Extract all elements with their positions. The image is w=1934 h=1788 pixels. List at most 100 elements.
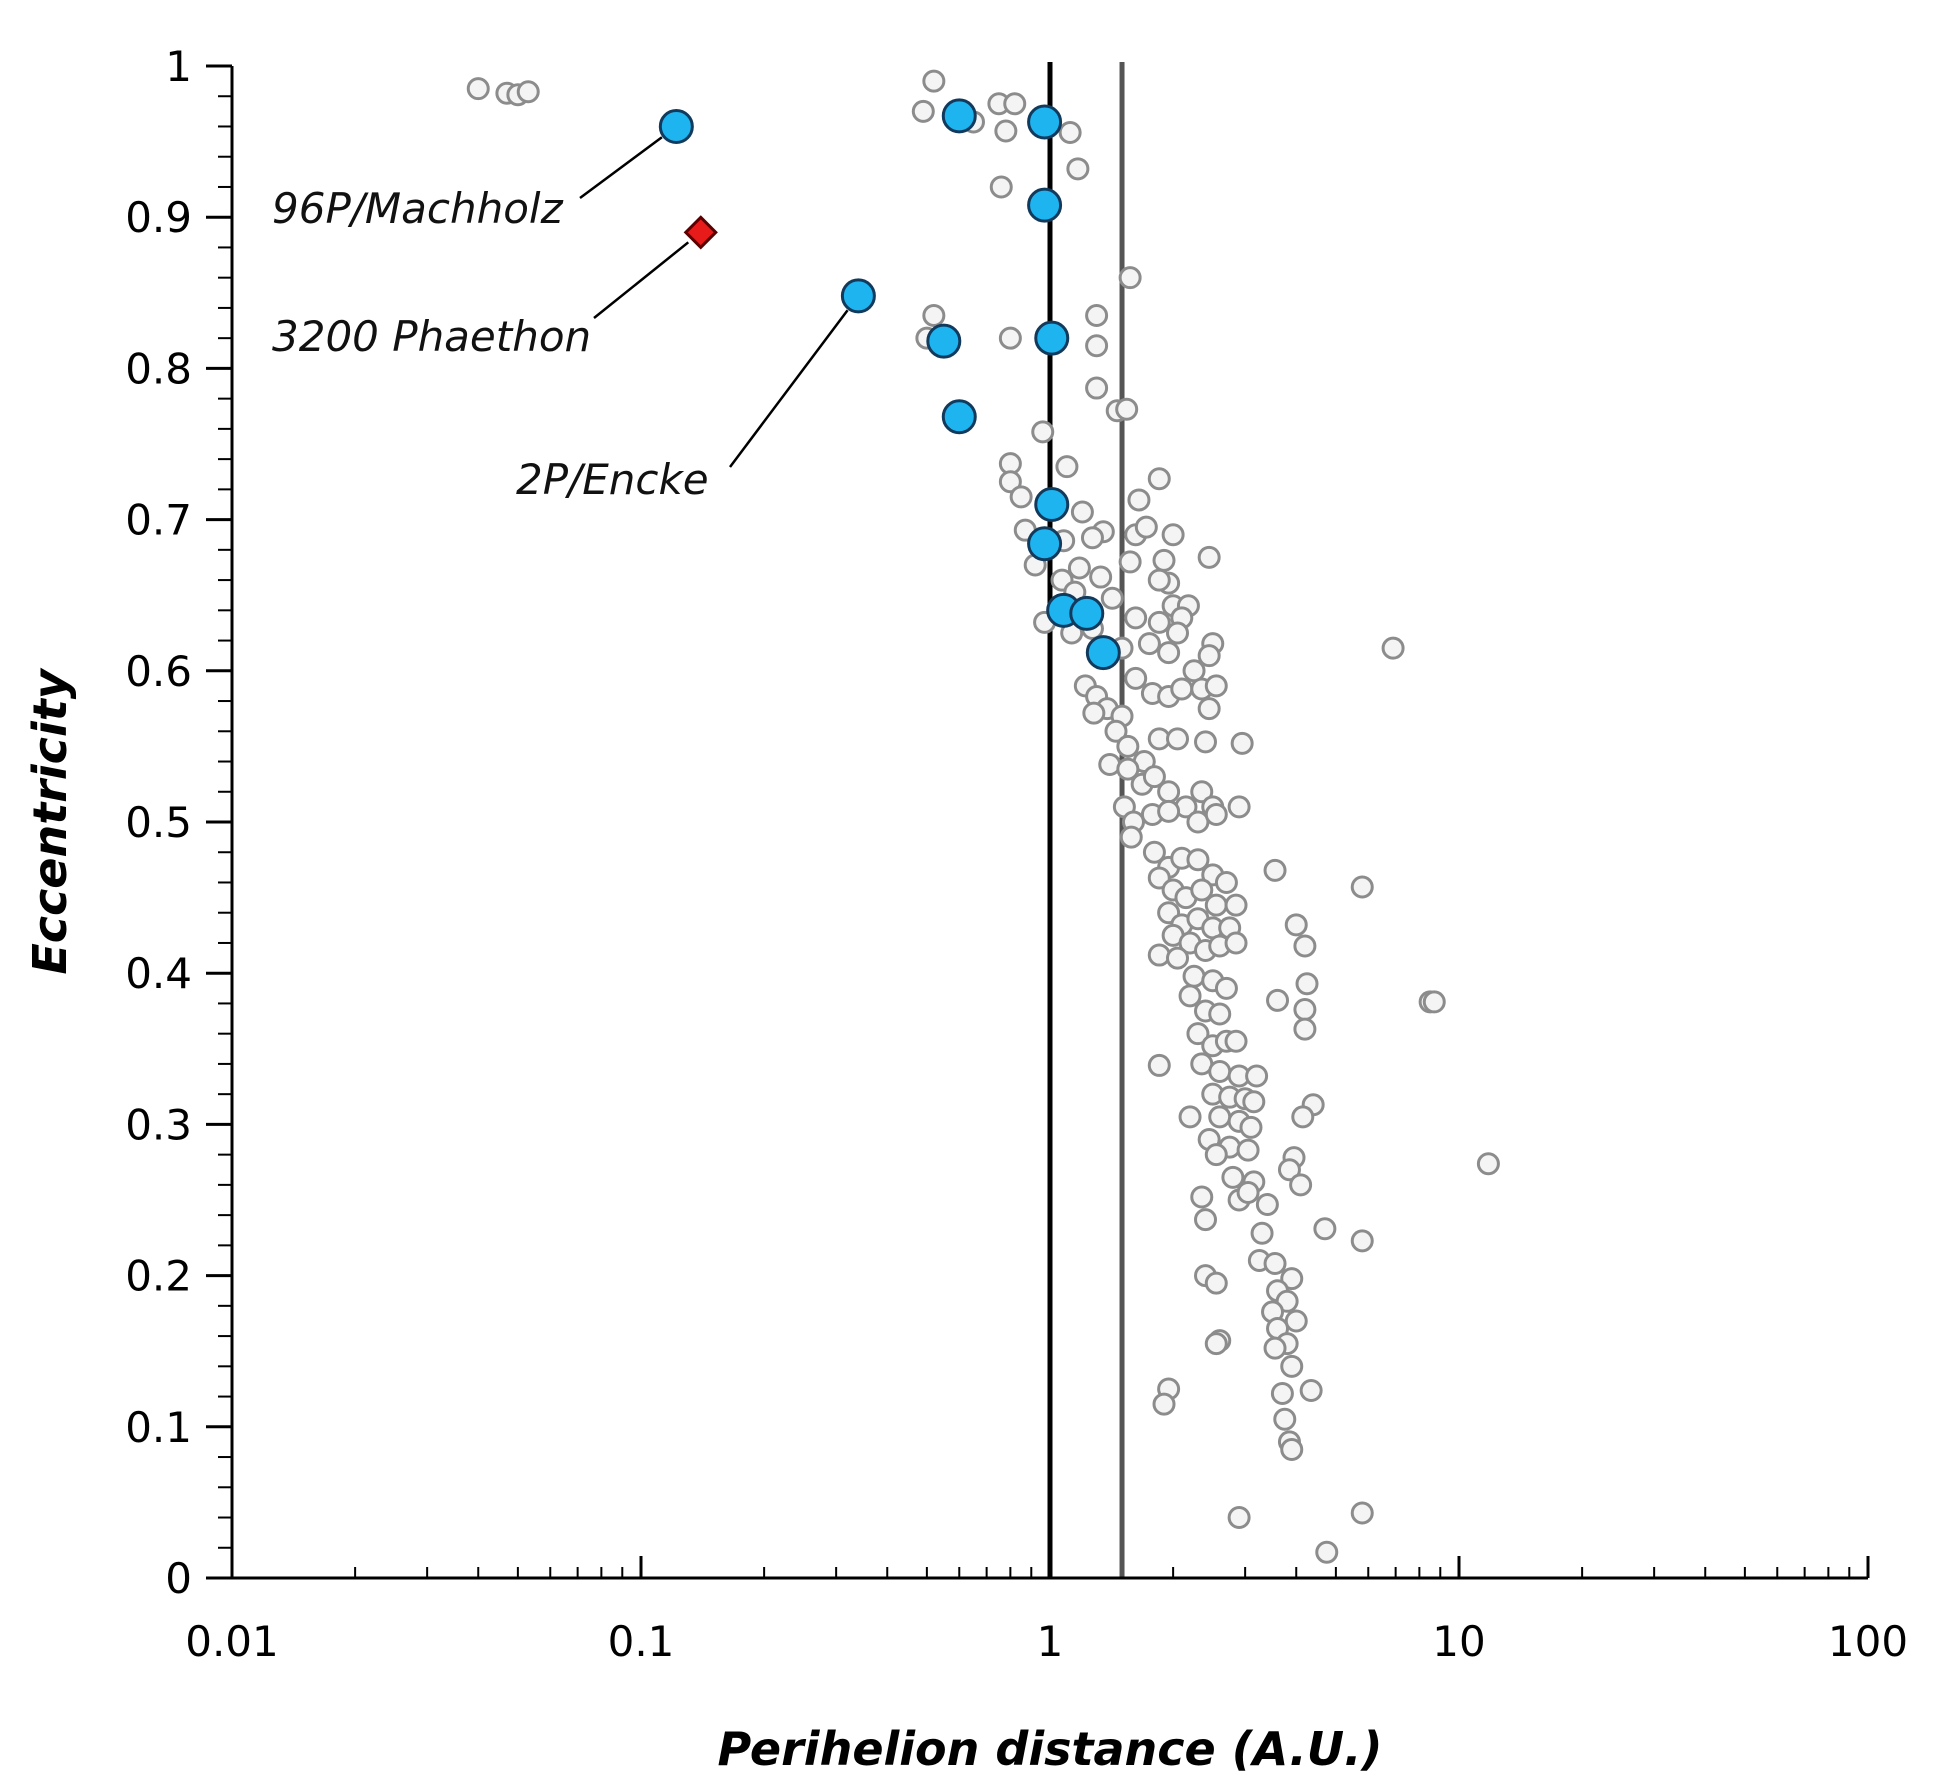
asteroid-point — [1350, 1501, 1374, 1525]
asteroid-point — [1284, 913, 1308, 937]
asteroid-point — [989, 175, 1013, 199]
asteroid-point — [1166, 621, 1190, 645]
asteroid-point — [1270, 1382, 1294, 1406]
asteroid-point — [1178, 1105, 1202, 1129]
asteroid-point — [1178, 984, 1202, 1008]
reference-lines — [1047, 62, 1125, 1578]
phaethon-point — [683, 215, 718, 250]
asteroid-point — [1085, 376, 1109, 400]
y-tick-label: 0.4 — [125, 949, 192, 998]
comet-point — [1027, 187, 1063, 223]
asteroid-point — [1089, 565, 1113, 589]
asteroid-point — [1204, 1143, 1228, 1167]
asteroid-point — [1422, 990, 1446, 1014]
asteroid-point — [1142, 765, 1166, 789]
asteroid-point — [1227, 795, 1251, 819]
y-tick-label: 0 — [165, 1554, 192, 1603]
x-axis-title: Perihelion distance (A.U.) — [717, 1722, 1382, 1776]
asteroid-point — [1194, 1208, 1218, 1232]
asteroid-point — [1147, 467, 1171, 491]
asteroid-point — [1208, 1059, 1232, 1083]
asteroid-point — [1280, 1267, 1304, 1291]
asteroid-point — [1142, 840, 1166, 864]
asteroid-point — [1239, 1115, 1263, 1139]
asteroid-point — [1214, 976, 1238, 1000]
asteroid-point — [1263, 1336, 1287, 1360]
asteroid-point — [1119, 825, 1143, 849]
asteroid-point — [1190, 780, 1214, 804]
asteroid-point — [922, 303, 946, 327]
comet-point — [840, 278, 876, 314]
asteroid-point — [1280, 1437, 1304, 1461]
annotation-leader-line — [579, 136, 663, 200]
y-tick-label: 0.8 — [125, 344, 192, 393]
comet-point — [941, 98, 977, 134]
asteroid-point — [1230, 731, 1254, 755]
asteroid-point — [1299, 1379, 1323, 1403]
comet-point — [1027, 526, 1063, 562]
asteroid-point — [1166, 727, 1190, 751]
asteroid-point — [1058, 121, 1082, 145]
asteroid-point — [1245, 1064, 1269, 1088]
asteroid-point — [1204, 674, 1228, 698]
asteroid-point — [1104, 719, 1128, 743]
asteroid-point — [1208, 1105, 1232, 1129]
asteroid-point — [1313, 1217, 1337, 1241]
asteroid-point — [1186, 1022, 1210, 1046]
x-tick-label: 100 — [1828, 1617, 1908, 1666]
annotation-leader-line — [593, 241, 690, 319]
data-points — [466, 69, 1500, 1564]
asteroid-point — [1055, 455, 1079, 479]
asteroid-point — [1152, 548, 1176, 572]
asteroid-point — [516, 80, 540, 104]
asteroid-point — [1204, 802, 1228, 826]
axes: 0.01 0.1 1 10 100 00.10.20.30.40.50.60.70.80… — [125, 42, 1908, 1666]
x-tick-label: 0.1 — [608, 1617, 675, 1666]
asteroid-point — [1166, 946, 1190, 970]
asteroid-point — [1315, 1540, 1339, 1564]
asteroid-point — [1263, 858, 1287, 882]
asteroid-point — [1224, 931, 1248, 955]
asteroid-point — [1224, 893, 1248, 917]
comet-point — [1069, 595, 1105, 631]
comet-point — [1034, 320, 1070, 356]
asteroid-point — [1263, 1252, 1287, 1276]
asteroid-point — [1137, 632, 1161, 656]
asteroid-point — [1127, 488, 1151, 512]
asteroid-point — [1197, 644, 1221, 668]
asteroid-point — [1170, 677, 1194, 701]
asteroid-point — [1255, 1193, 1279, 1217]
asteroid-point — [1204, 893, 1228, 917]
asteroid-point — [1031, 420, 1055, 444]
asteroid-point — [1293, 997, 1317, 1021]
annotation-label: 2P/Encke — [516, 455, 709, 504]
asteroid-point — [998, 470, 1022, 494]
asteroid-point — [1182, 964, 1206, 988]
asteroid-point — [1208, 1002, 1232, 1026]
asteroid-point — [1190, 1185, 1214, 1209]
asteroid-point — [1227, 1506, 1251, 1530]
asteroid-point — [1293, 934, 1317, 958]
asteroid-point — [1116, 734, 1140, 758]
asteroid-point — [1085, 303, 1109, 327]
asteroid-point — [1070, 500, 1094, 524]
asteroid-point — [1161, 523, 1185, 547]
asteroid-point — [1476, 1152, 1500, 1176]
asteroid-point — [1157, 780, 1181, 804]
asteroid-point — [1197, 545, 1221, 569]
asteroid-point — [911, 99, 935, 123]
asteroid-point — [1080, 526, 1104, 550]
comet-point — [926, 323, 962, 359]
y-tick-label: 0.1 — [125, 1403, 192, 1452]
y-tick-label: 0.2 — [125, 1252, 192, 1301]
asteroid-point — [1242, 1090, 1266, 1114]
asteroid-point — [1147, 568, 1171, 592]
asteroid-point — [1124, 606, 1148, 630]
annotation-leader-line — [728, 309, 849, 468]
comet-point — [941, 399, 977, 435]
asteroid-point — [1100, 586, 1124, 610]
y-axis-ticks: 0 0.1 0.2 0.3 0.4 0.5 0.6 0.7 0.8 0.9 1 — [125, 42, 232, 1603]
asteroid-point — [1289, 1173, 1313, 1197]
asteroid-point — [1157, 799, 1181, 823]
